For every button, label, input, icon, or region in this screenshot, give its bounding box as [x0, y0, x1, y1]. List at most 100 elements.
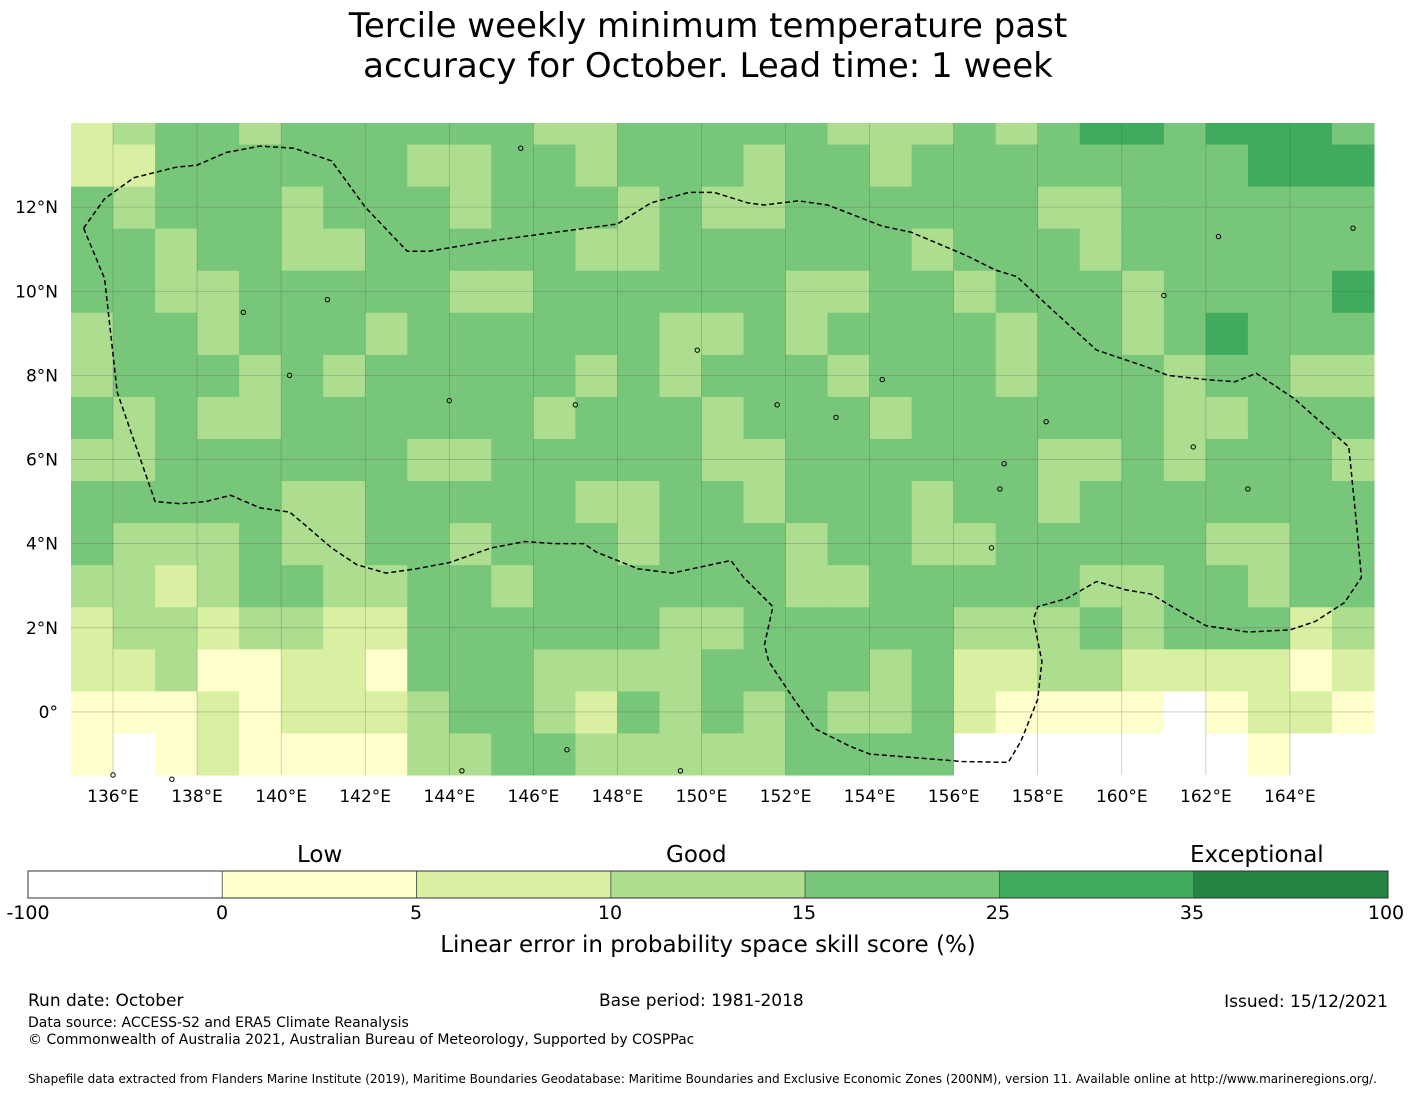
- grid-cell: [365, 144, 408, 187]
- grid-cell: [785, 270, 829, 313]
- grid-cell: [911, 522, 955, 566]
- colorbar-bin: [999, 870, 1195, 899]
- grid-cell: [113, 228, 156, 271]
- grid-cell: [869, 606, 913, 650]
- grid-cell: [785, 396, 829, 439]
- grid-cell: [281, 480, 324, 524]
- island-outline: [997, 486, 1003, 492]
- grid-cell: [407, 480, 450, 524]
- grid-cell: [1331, 228, 1375, 271]
- grid-cell: [1247, 480, 1291, 524]
- grid-cell: [533, 564, 576, 608]
- grid-cell: [1247, 438, 1291, 482]
- grid-cell: [1163, 480, 1207, 524]
- grid-cell: [1205, 522, 1249, 566]
- grid-cell: [1205, 690, 1249, 734]
- grid-cell: [659, 144, 702, 187]
- grid-cell: [869, 522, 913, 566]
- grid-cell: [785, 312, 829, 355]
- grid-cell: [71, 690, 114, 734]
- island-outline: [677, 768, 684, 774]
- base-period: Base period: 1981-2018: [599, 991, 804, 1011]
- grid-cell: [1247, 144, 1291, 187]
- grid-cell: [1121, 648, 1165, 692]
- grid-cell: [113, 186, 156, 229]
- grid-cell: [449, 564, 492, 608]
- grid-cell: [407, 690, 450, 734]
- grid-cell: [1121, 690, 1165, 734]
- grid-cell: [701, 732, 745, 776]
- grid-cell: [1163, 522, 1207, 566]
- grid-cell: [953, 522, 997, 566]
- grid-cell: [449, 186, 492, 229]
- grid-cell: [1121, 522, 1165, 566]
- grid-cell: [197, 312, 240, 355]
- shapefile-credit: Shapefile data extracted from Flanders M…: [28, 1072, 1377, 1086]
- grid-cell: [911, 123, 955, 145]
- grid-cell: [659, 522, 702, 566]
- grid-cell: [407, 228, 450, 271]
- grid-cell: [113, 522, 156, 566]
- grid-cell: [197, 123, 240, 145]
- grid-cell: [113, 480, 156, 524]
- grid-cell: [1247, 123, 1291, 145]
- longitude-tick-label: 138°E: [171, 787, 223, 807]
- grid-cell: [239, 270, 282, 313]
- grid-cell: [449, 312, 492, 355]
- grid-cell: [995, 564, 1039, 608]
- grid-cell: [995, 522, 1039, 566]
- grid-cell: [911, 270, 955, 313]
- grid-cell: [1121, 312, 1165, 355]
- colorbar-bin: [804, 870, 1000, 899]
- grid-cell: [659, 354, 702, 397]
- grid-cell: [365, 480, 408, 524]
- grid-cell: [407, 186, 450, 229]
- grid-cell: [1331, 312, 1375, 355]
- grid-cell: [1289, 480, 1333, 524]
- grid-cell: [197, 270, 240, 313]
- grid-cell: [911, 396, 955, 439]
- grid-cell: [617, 312, 660, 355]
- grid-cell: [1247, 564, 1291, 608]
- grid-cell: [617, 123, 660, 145]
- grid-cell: [449, 732, 492, 776]
- island-outline: [110, 772, 116, 778]
- grid-cell: [1079, 732, 1123, 776]
- grid-cell: [1079, 690, 1123, 734]
- grid-cell: [575, 312, 618, 355]
- island-outline: [1190, 444, 1196, 450]
- grid-cell: [827, 480, 871, 524]
- grid-cell: [365, 312, 408, 355]
- grid-cell: [323, 228, 366, 271]
- grid-cell: [1079, 186, 1123, 229]
- longitude-tick-label: 160°E: [1096, 787, 1148, 807]
- colorbar-tick: 0: [215, 902, 229, 924]
- grid-cell: [239, 606, 282, 650]
- grid-cell: [1247, 186, 1291, 229]
- grid-cell: [533, 438, 576, 482]
- grid-cell: [869, 648, 913, 692]
- grid-cell: [491, 648, 534, 692]
- map-gridlines: [71, 123, 1374, 775]
- grid-cell: [1121, 186, 1165, 229]
- grid-cell: [113, 732, 156, 776]
- grid-cell: [575, 564, 618, 608]
- grid-cell: [197, 732, 240, 776]
- grid-cell: [1289, 228, 1333, 271]
- grid-cell: [1247, 648, 1291, 692]
- grid-cell: [743, 270, 787, 313]
- grid-cell: [827, 438, 871, 482]
- title-line-2: accuracy for October. Lead time: 1 week: [363, 46, 1053, 86]
- grid-cell: [1037, 648, 1081, 692]
- latitude-tick-label: 10°N: [15, 282, 58, 302]
- longitude-tick-label: 158°E: [1012, 787, 1064, 807]
- island-outline: [988, 545, 995, 551]
- grid-cell: [1121, 732, 1165, 776]
- grid-cell: [1289, 270, 1333, 313]
- grid-cell: [491, 396, 534, 439]
- grid-cell: [1331, 438, 1375, 482]
- latitude-tick-label: 8°N: [26, 366, 58, 386]
- chart-title: Tercile weekly minimum temperature past …: [0, 6, 1416, 86]
- grid-cell: [491, 312, 534, 355]
- grid-cell: [491, 270, 534, 313]
